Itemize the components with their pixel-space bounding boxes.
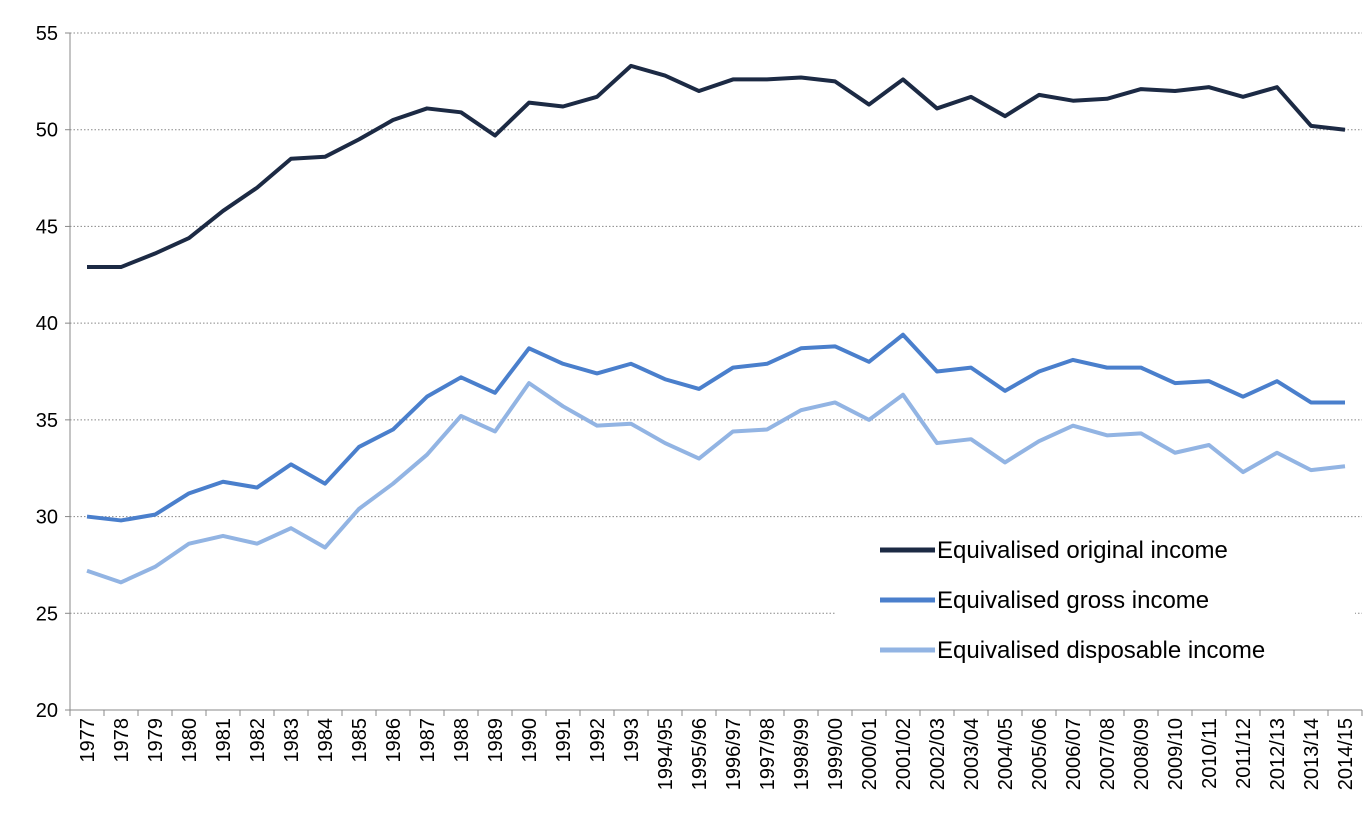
x-tick-label: 2002/03 xyxy=(927,718,949,790)
x-tick-label: 1993 xyxy=(621,718,643,763)
legend-label: Equivalised original income xyxy=(937,537,1228,564)
x-tick-label: 1984 xyxy=(315,718,337,763)
x-tick-label: 1990 xyxy=(519,718,541,763)
x-tick-label: 2003/04 xyxy=(961,718,983,790)
x-tick-label: 1996/97 xyxy=(723,718,745,790)
x-tick-label: 1994/95 xyxy=(655,718,677,790)
x-tick-label: 2012/13 xyxy=(1267,718,1289,790)
x-tick-label: 1978 xyxy=(111,718,133,763)
y-tick-label: 35 xyxy=(36,410,58,432)
legend-label: Equivalised gross income xyxy=(937,587,1209,614)
series-line xyxy=(86,332,1345,523)
x-tick-label: 2004/05 xyxy=(995,718,1017,790)
x-tick-label: 1989 xyxy=(485,718,507,763)
x-tick-label: 2006/07 xyxy=(1063,718,1085,790)
x-tick-label: 1995/96 xyxy=(689,718,711,790)
y-tick-label: 40 xyxy=(36,313,58,335)
x-tick-label: 1977 xyxy=(77,718,99,763)
x-tick-label: 1988 xyxy=(451,718,473,763)
x-tick-label: 1981 xyxy=(213,718,235,763)
x-tick-label: 2009/10 xyxy=(1165,718,1187,790)
series-line xyxy=(87,63,1346,270)
x-tick-label: 1983 xyxy=(281,718,303,763)
x-tick-label: 1979 xyxy=(145,718,167,763)
y-tick-label: 55 xyxy=(36,23,58,45)
x-tick-label: 2008/09 xyxy=(1131,718,1153,790)
x-tick-label: 2000/01 xyxy=(859,718,881,790)
y-tick-label: 20 xyxy=(36,700,58,722)
x-tick-label: 2005/06 xyxy=(1029,718,1051,790)
series-line xyxy=(86,381,1346,585)
y-tick-label: 45 xyxy=(36,216,58,238)
x-tick-label: 2007/08 xyxy=(1097,718,1119,790)
x-tick-label: 1987 xyxy=(417,718,439,763)
x-tick-label: 2013/14 xyxy=(1301,718,1323,790)
x-tick-label: 2010/11 xyxy=(1199,718,1221,789)
x-tick-label: 2001/02 xyxy=(893,718,915,790)
x-tick-label: 1991 xyxy=(553,718,575,763)
y-tick-label: 50 xyxy=(36,120,58,142)
legend-label: Equivalised disposable income xyxy=(937,637,1265,664)
y-tick-label: 25 xyxy=(36,603,58,625)
legend: Equivalised original income Equivalised g… xyxy=(835,520,1355,680)
x-tick-label: 1985 xyxy=(349,718,371,763)
x-tick-label: 1997/98 xyxy=(757,718,779,790)
x-tick-label: 2011/12 xyxy=(1233,718,1255,789)
x-tick-label: 1992 xyxy=(587,718,609,763)
x-tick-label: 1980 xyxy=(179,718,201,763)
x-tick-label: 2014/15 xyxy=(1335,718,1357,790)
x-tick-label: 1986 xyxy=(383,718,405,763)
x-tick-label: 1998/99 xyxy=(791,718,813,790)
x-tick-label: 1982 xyxy=(247,718,269,763)
y-tick-label: 30 xyxy=(36,507,58,529)
x-tick-label: 1999/00 xyxy=(825,718,847,790)
